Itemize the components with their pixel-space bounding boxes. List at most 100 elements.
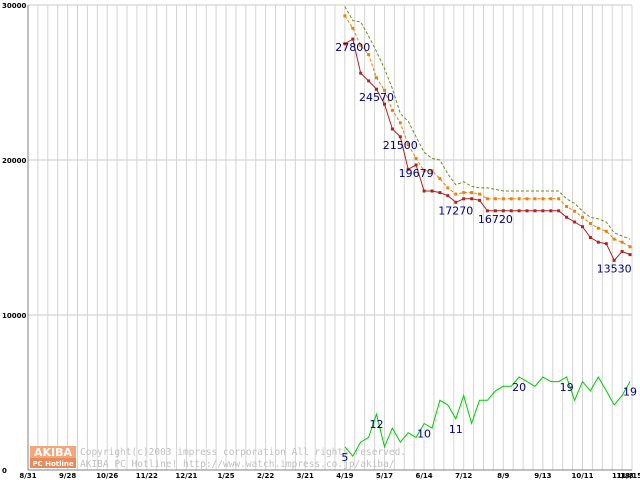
logo-top-text: AKIBA (34, 446, 73, 459)
x-tick-label: 2/22 (257, 472, 274, 480)
series-point-1 (406, 143, 410, 146)
data-label: 27800 (335, 41, 370, 54)
series-point-1 (367, 53, 371, 57)
series-point-1 (517, 197, 521, 201)
data-label: 16720 (478, 213, 513, 226)
series-point-0 (462, 197, 466, 201)
x-tick-label: 11/8 (616, 472, 633, 480)
y-axis-ticks: 30000 20000 10000 0 (2, 2, 26, 475)
series-point-0 (533, 209, 537, 213)
series-point-1 (398, 121, 402, 125)
chart-axes (27, 5, 632, 471)
series-point-0 (501, 209, 505, 213)
series-point-1 (390, 108, 394, 112)
series-point-1 (422, 169, 426, 173)
series-point-1 (581, 215, 584, 219)
series-point-0 (596, 240, 600, 244)
copyright-line: Copyright(c)2003 impress corporation All… (80, 447, 406, 458)
series-point-1 (485, 197, 489, 201)
series-point-1 (525, 197, 529, 201)
data-label: 24570 (359, 91, 394, 104)
series-point-1 (359, 43, 363, 47)
series-point-1 (375, 76, 378, 80)
series-point-1 (604, 229, 608, 233)
x-tick-label: 9/28 (59, 472, 76, 480)
series-point-0 (422, 189, 426, 193)
series-point-0 (478, 198, 481, 202)
series-point-0 (446, 194, 450, 198)
data-label: 21500 (383, 139, 418, 152)
series-point-0 (549, 209, 553, 213)
x-tick-label: 6/14 (415, 472, 432, 480)
series-point-0 (565, 215, 569, 219)
series-line-2 (344, 6, 631, 240)
data-label: 19 (560, 381, 574, 394)
series-point-1 (620, 240, 624, 244)
x-tick-label: 5/17 (376, 472, 393, 480)
x-tick-label: 10/11 (571, 472, 593, 480)
data-label: 17270 (438, 204, 473, 217)
x-tick-label: 12/21 (175, 472, 197, 480)
x-tick-label: 4/19 (336, 472, 353, 480)
series-point-0 (438, 191, 442, 195)
chart-series (343, 6, 632, 457)
series-point-1 (501, 197, 505, 201)
data-label: 5 (341, 451, 348, 464)
y-tick-label: 10000 (2, 312, 26, 320)
series-point-0 (351, 37, 355, 41)
series-point-1 (438, 177, 442, 181)
series-point-1 (573, 209, 577, 213)
data-label: 12 (370, 418, 384, 431)
x-tick-label: 10/26 (96, 472, 118, 480)
logo-bottom-text: PC Hotline (32, 460, 74, 468)
series-point-1 (509, 197, 513, 201)
y-tick-label: 20000 (2, 157, 26, 165)
series-line-3 (344, 375, 631, 457)
series-point-1 (565, 205, 569, 208)
series-point-0 (573, 220, 577, 224)
series-point-0 (430, 189, 434, 193)
x-tick-label: 8/9 (497, 472, 509, 480)
series-point-1 (430, 169, 434, 173)
series-point-0 (525, 209, 529, 213)
series-point-0 (509, 209, 513, 213)
x-tick-label: 3/21 (297, 472, 314, 480)
akiba-logo: AKIBA PC Hotline (30, 446, 76, 468)
x-tick-label: 11/ (612, 472, 625, 480)
series-point-1 (446, 186, 450, 190)
chart-grid (27, 4, 633, 471)
series-point-0 (406, 167, 410, 171)
series-point-0 (454, 200, 458, 204)
series-point-0 (581, 225, 584, 229)
series-point-0 (367, 79, 371, 83)
series-point-1 (478, 192, 481, 196)
series-point-1 (351, 26, 355, 30)
series-point-1 (454, 192, 458, 196)
series-point-0 (612, 258, 616, 262)
x-tick-label: 1/25 (217, 472, 234, 480)
series-point-0 (383, 102, 386, 106)
series-point-1 (549, 197, 553, 201)
x-tick-label: 9/13 (534, 472, 551, 480)
series-point-1 (628, 245, 632, 249)
series-point-0 (517, 209, 521, 213)
series-point-1 (414, 156, 418, 160)
series-point-1 (541, 197, 545, 201)
series-point-0 (375, 87, 378, 91)
y-tick-label: 0 (2, 467, 7, 475)
series-point-0 (343, 42, 347, 46)
data-label: 20 (512, 381, 526, 394)
data-label: 19679 (399, 167, 434, 180)
series-point-0 (628, 253, 632, 257)
series-point-0 (541, 209, 545, 213)
x-tick-label: 7/12 (455, 472, 472, 480)
data-label: 11 (449, 423, 463, 436)
series-point-1 (493, 197, 497, 201)
series-point-1 (383, 88, 386, 92)
series-point-0 (414, 163, 418, 167)
series-point-0 (485, 209, 489, 213)
series-point-0 (390, 127, 394, 131)
url-line: AKIBA PC Hotline! http://www.watch.impre… (80, 459, 395, 470)
data-label: 19 (623, 386, 637, 399)
logo-top-bg (30, 446, 76, 458)
